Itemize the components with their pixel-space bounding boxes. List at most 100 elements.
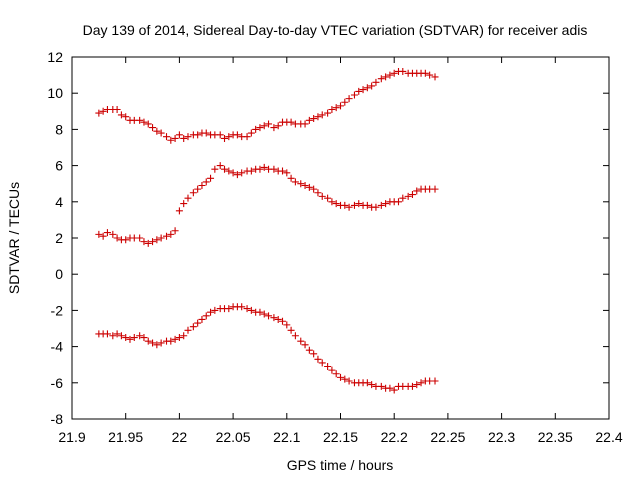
- data-point: [171, 227, 179, 235]
- data-point: [390, 386, 398, 394]
- data-point: [153, 127, 161, 135]
- data-point: [350, 91, 358, 99]
- data-point: [233, 171, 241, 179]
- data-point: [184, 133, 192, 141]
- data-point: [144, 120, 152, 128]
- data-point: [270, 124, 278, 132]
- data-point: [136, 332, 144, 340]
- data-point: [363, 201, 371, 209]
- data-point: [207, 308, 215, 316]
- data-point: [318, 192, 326, 200]
- data-point: [95, 230, 103, 238]
- data-point: [256, 165, 264, 173]
- data-point: [99, 107, 107, 115]
- data-point: [184, 194, 192, 202]
- data-point: [341, 375, 349, 383]
- data-point: [233, 131, 241, 139]
- data-point: [103, 330, 111, 338]
- data-point: [247, 306, 255, 314]
- data-point: [377, 75, 385, 83]
- data-point: [274, 315, 282, 323]
- data-point: [274, 122, 282, 130]
- data-series: [95, 67, 439, 394]
- data-point: [99, 232, 107, 240]
- data-point: [140, 238, 148, 246]
- x-tick-label: 22.05: [216, 429, 251, 445]
- data-point: [256, 308, 264, 316]
- data-point: [431, 73, 439, 81]
- x-tick-label: 21.9: [58, 429, 85, 445]
- data-point: [221, 165, 229, 173]
- data-point: [283, 169, 291, 177]
- data-point: [305, 346, 313, 354]
- x-tick-label: 21.95: [108, 429, 143, 445]
- data-point: [324, 194, 332, 202]
- data-point: [386, 71, 394, 79]
- data-point: [225, 167, 233, 175]
- data-point: [184, 326, 192, 334]
- data-point: [198, 315, 206, 323]
- data-point: [140, 118, 148, 126]
- data-point: [113, 105, 121, 113]
- data-point: [175, 207, 183, 215]
- data-point: [136, 234, 144, 242]
- data-point: [113, 234, 121, 242]
- data-point: [310, 115, 318, 123]
- x-tick-label: 22.2: [381, 429, 408, 445]
- data-point: [399, 194, 407, 202]
- data-point: [413, 381, 421, 389]
- x-tick-labels: 21.9 21.95 22 22.05 22.1 22.15 22.2 22.2…: [58, 429, 622, 445]
- data-point: [202, 178, 210, 186]
- data-point: [252, 125, 260, 133]
- data-point: [404, 192, 412, 200]
- data-point: [130, 334, 138, 342]
- data-point: [225, 133, 233, 141]
- x-axis-label: GPS time / hours: [287, 457, 394, 473]
- series-upper: [95, 67, 439, 144]
- data-point: [167, 230, 175, 238]
- data-point: [109, 230, 117, 238]
- x-tick-label: 22.4: [595, 429, 622, 445]
- data-point: [221, 134, 229, 142]
- x-tick-label: 22.25: [430, 429, 465, 445]
- data-point: [216, 131, 224, 139]
- data-point: [426, 71, 434, 79]
- data-point: [95, 109, 103, 117]
- data-point: [431, 185, 439, 193]
- tick-marks: [71, 56, 610, 420]
- data-point: [194, 319, 202, 327]
- data-point: [287, 118, 295, 126]
- data-point: [310, 185, 318, 193]
- plot-frame: [71, 56, 610, 420]
- data-point: [291, 332, 299, 340]
- y-tick-label: 10: [47, 85, 63, 101]
- data-point: [122, 236, 130, 244]
- data-point: [355, 200, 363, 208]
- data-point: [345, 203, 353, 211]
- data-point: [328, 198, 336, 206]
- data-point: [216, 162, 224, 170]
- data-point: [408, 191, 416, 199]
- data-point: [328, 366, 336, 374]
- data-point: [180, 332, 188, 340]
- data-point: [350, 201, 358, 209]
- data-point: [314, 113, 322, 121]
- data-point: [202, 312, 210, 320]
- data-point: [324, 363, 332, 371]
- data-point: [265, 312, 273, 320]
- data-point: [270, 314, 278, 322]
- data-point: [180, 200, 188, 208]
- data-point: [279, 317, 287, 325]
- data-point: [167, 136, 175, 144]
- data-point: [372, 203, 380, 211]
- data-point: [180, 134, 188, 142]
- data-point: [421, 69, 429, 77]
- x-tick-label: 22.15: [323, 429, 358, 445]
- data-point: [345, 377, 353, 385]
- data-point: [345, 95, 353, 103]
- y-tick-labels: 12 10 8 6 4 2 0 -2 -4 -6 -8: [47, 49, 63, 427]
- data-point: [297, 180, 305, 188]
- data-point: [144, 337, 152, 345]
- y-tick-label: 4: [55, 194, 63, 210]
